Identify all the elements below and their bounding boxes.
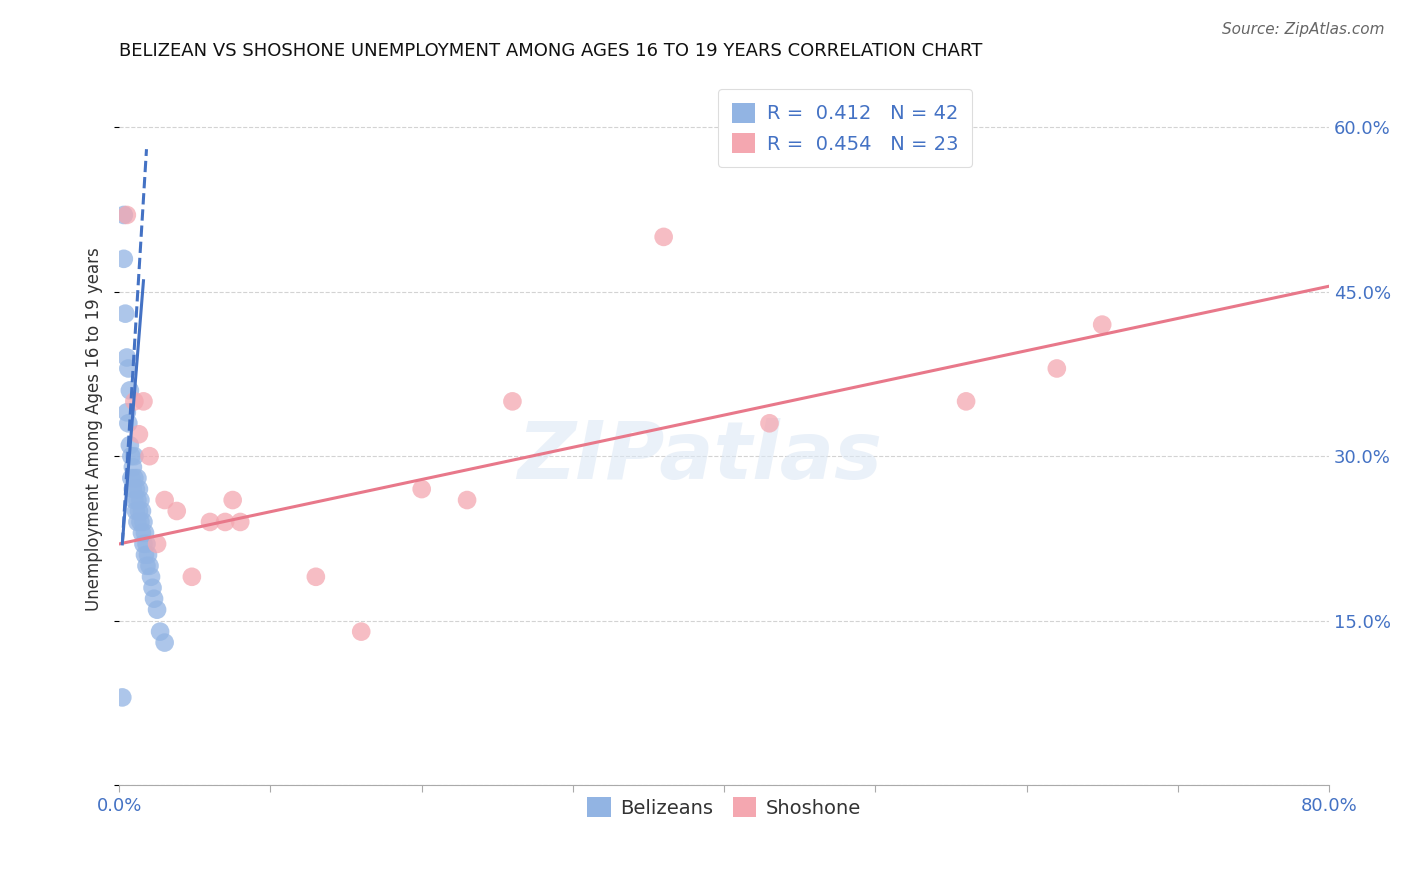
- Point: [758, 417, 780, 431]
- Point: [153, 493, 176, 508]
- Point: [134, 525, 156, 540]
- Text: Source: ZipAtlas.com: Source: ZipAtlas.com: [1222, 22, 1385, 37]
- Point: [129, 493, 152, 508]
- Point: [198, 515, 221, 529]
- Point: [115, 405, 138, 419]
- Point: [214, 515, 236, 529]
- Point: [117, 361, 139, 376]
- Point: [124, 471, 146, 485]
- Point: [120, 471, 142, 485]
- Point: [135, 558, 157, 573]
- Point: [117, 417, 139, 431]
- Point: [229, 515, 252, 529]
- Point: [1091, 318, 1114, 332]
- Point: [180, 570, 202, 584]
- Point: [115, 351, 138, 365]
- Point: [127, 471, 149, 485]
- Point: [112, 208, 135, 222]
- Point: [143, 591, 166, 606]
- Point: [129, 515, 152, 529]
- Point: [411, 482, 433, 496]
- Point: [114, 307, 136, 321]
- Point: [124, 493, 146, 508]
- Text: BELIZEAN VS SHOSHONE UNEMPLOYMENT AMONG AGES 16 TO 19 YEARS CORRELATION CHART: BELIZEAN VS SHOSHONE UNEMPLOYMENT AMONG …: [120, 42, 983, 60]
- Point: [112, 252, 135, 266]
- Point: [132, 515, 155, 529]
- Point: [124, 394, 146, 409]
- Point: [138, 449, 160, 463]
- Point: [127, 515, 149, 529]
- Point: [136, 548, 159, 562]
- Point: [146, 603, 169, 617]
- Point: [955, 394, 977, 409]
- Legend: Belizeans, Shoshone: Belizeans, Shoshone: [579, 789, 869, 825]
- Point: [122, 460, 145, 475]
- Point: [166, 504, 188, 518]
- Point: [135, 537, 157, 551]
- Text: ZIPatlas: ZIPatlas: [517, 418, 883, 496]
- Point: [139, 570, 162, 584]
- Point: [125, 504, 148, 518]
- Point: [221, 493, 243, 508]
- Point: [111, 690, 134, 705]
- Point: [149, 624, 172, 639]
- Point: [134, 548, 156, 562]
- Point: [131, 525, 153, 540]
- Point: [128, 482, 150, 496]
- Point: [125, 482, 148, 496]
- Y-axis label: Unemployment Among Ages 16 to 19 years: Unemployment Among Ages 16 to 19 years: [86, 247, 103, 611]
- Point: [138, 558, 160, 573]
- Point: [132, 537, 155, 551]
- Point: [456, 493, 478, 508]
- Point: [153, 635, 176, 649]
- Point: [128, 504, 150, 518]
- Point: [120, 449, 142, 463]
- Point: [124, 449, 146, 463]
- Point: [305, 570, 328, 584]
- Point: [122, 482, 145, 496]
- Point: [350, 624, 373, 639]
- Point: [118, 438, 141, 452]
- Point: [141, 581, 163, 595]
- Point: [131, 504, 153, 518]
- Point: [128, 427, 150, 442]
- Point: [501, 394, 523, 409]
- Point: [127, 493, 149, 508]
- Point: [652, 230, 675, 244]
- Point: [115, 208, 138, 222]
- Point: [118, 384, 141, 398]
- Point: [146, 537, 169, 551]
- Point: [132, 394, 155, 409]
- Point: [1046, 361, 1069, 376]
